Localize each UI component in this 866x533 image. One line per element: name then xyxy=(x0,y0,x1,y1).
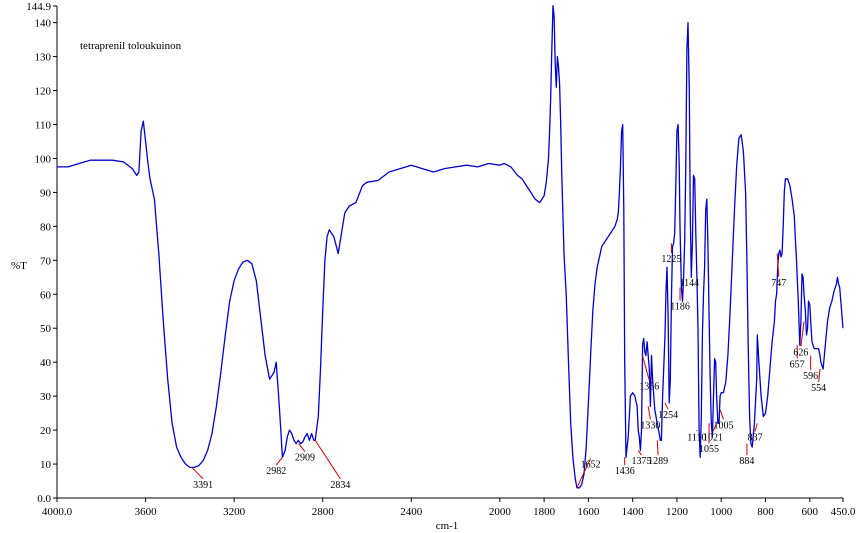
y-tick-label: 0.0 xyxy=(37,493,51,505)
peak-label: 884 xyxy=(739,456,754,467)
peak-label: 1254 xyxy=(658,410,678,421)
y-tick-label: 144.9 xyxy=(26,1,51,13)
x-tick-label: 4000.0 xyxy=(42,506,73,518)
peak-label: 1021 xyxy=(703,432,723,443)
axes xyxy=(56,6,843,499)
peak-leader-line xyxy=(576,458,592,489)
peak-label: 2834 xyxy=(330,480,350,491)
peak-leader-line xyxy=(314,440,341,480)
peak-leader-line xyxy=(664,402,669,410)
peak-label: 1186 xyxy=(670,302,690,313)
peak-label: 747 xyxy=(771,278,786,289)
peak-leader-line xyxy=(641,355,650,381)
x-tick-label: 3200 xyxy=(223,506,246,518)
peak-label: 1055 xyxy=(699,444,719,455)
chart-title: tetraprenil toloukuinon xyxy=(80,40,182,52)
x-tick-label: 2800 xyxy=(312,506,335,518)
x-tick-label: 450.0 xyxy=(831,506,856,518)
x-tick-label: 600 xyxy=(802,506,819,518)
x-axis-label: cm-1 xyxy=(436,520,459,532)
peak-label: 3391 xyxy=(193,480,213,491)
y-tick-label: 130 xyxy=(35,52,52,64)
peak-leader-line xyxy=(754,423,758,432)
y-axis-label: %T xyxy=(11,260,27,272)
peak-leader-line xyxy=(776,253,780,277)
peak-label: 596 xyxy=(803,371,818,382)
peak-label: 2909 xyxy=(295,453,315,464)
x-tick-label: 1600 xyxy=(577,506,600,518)
peak-leader-line xyxy=(712,423,718,432)
peak-label: 837 xyxy=(748,432,763,443)
peak-leader-line xyxy=(275,456,283,466)
x-tick-label: 2000 xyxy=(489,506,512,518)
y-tick-label: 70 xyxy=(40,255,52,267)
peak-leader-line xyxy=(647,406,651,420)
peak-label: 1110 xyxy=(687,432,706,443)
peak-label: 1375 xyxy=(632,456,652,467)
peak-leader-line xyxy=(191,467,204,480)
peak-label: 1356 xyxy=(639,381,659,392)
y-tick-label: 80 xyxy=(40,221,52,233)
peak-label: 626 xyxy=(793,347,808,358)
y-tick-label: 30 xyxy=(40,391,52,403)
y-ticks: 0.0 10 20 30 40 50 60 70 80 90 100 110 120 130 140 144.… xyxy=(26,1,57,505)
peak-leader-line xyxy=(800,321,805,347)
y-tick-label: 140 xyxy=(35,18,52,30)
y-tick-label: 10 xyxy=(40,459,52,471)
y-tick-label: 60 xyxy=(40,289,52,301)
x-tick-label: 800 xyxy=(757,506,774,518)
peak-label: 554 xyxy=(811,383,826,394)
x-tick-label: 1200 xyxy=(666,506,689,518)
peak-leader-line xyxy=(719,409,724,420)
peak-label: 1330 xyxy=(640,420,660,431)
peak-label: 657 xyxy=(790,359,805,370)
peak-label: 1144 xyxy=(680,278,700,289)
y-tick-label: 20 xyxy=(40,425,52,437)
peak-leader-line xyxy=(298,443,306,452)
x-tick-label: 1000 xyxy=(710,506,733,518)
y-tick-label: 100 xyxy=(35,153,52,165)
y-tick-label: 120 xyxy=(35,86,52,98)
y-tick-label: 40 xyxy=(40,357,52,369)
x-tick-label: 1400 xyxy=(622,506,645,518)
peak-label: 1436 xyxy=(615,466,635,477)
y-tick-label: 50 xyxy=(40,323,52,335)
peak-leader-line xyxy=(637,450,642,456)
peak-label: 1289 xyxy=(648,456,668,467)
x-tick-label: 1800 xyxy=(533,506,556,518)
x-tick-label: 2400 xyxy=(400,506,423,518)
peak-leader-line xyxy=(656,440,659,456)
x-tick-label: 3600 xyxy=(135,506,158,518)
x-ticks: 4000.0 3600 3200 2800 2400 2000 1800 1600 1400 12… xyxy=(42,498,856,518)
peak-leader-line xyxy=(818,368,821,383)
spectrum-line xyxy=(57,5,844,489)
y-tick-label: 90 xyxy=(40,187,52,199)
peak-label: 2982 xyxy=(266,466,286,477)
peak-label: 1225 xyxy=(661,254,681,265)
peak-label: 1005 xyxy=(713,420,733,431)
y-tick-label: 110 xyxy=(35,120,52,132)
peak-label: 1652 xyxy=(581,459,601,470)
